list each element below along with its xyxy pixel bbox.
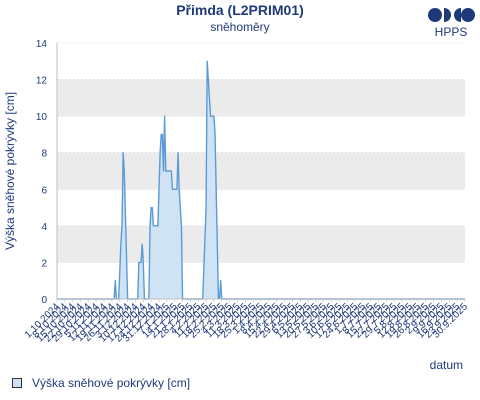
legend-swatch xyxy=(12,378,22,388)
chart-title: Přimda (L2PRIM01) xyxy=(176,2,304,18)
y-tick-label: 12 xyxy=(36,76,48,87)
hpps-logo-icon xyxy=(428,8,475,22)
y-tick-label: 4 xyxy=(41,222,47,233)
y-tick-label: 6 xyxy=(41,185,47,196)
legend: Výška sněhové pokrývky [cm] xyxy=(12,376,190,390)
grid-band xyxy=(57,152,465,190)
chart-subtitle: sněhoměry xyxy=(210,20,270,34)
series-area xyxy=(57,61,465,299)
grid-band xyxy=(57,225,465,263)
grid-band xyxy=(57,79,465,117)
y-tick-label: 8 xyxy=(41,149,47,160)
legend-label: Výška sněhové pokrývky [cm] xyxy=(32,376,191,390)
x-axis-title: datum xyxy=(430,358,463,372)
y-axis-title: Výška sněhové pokrývky [cm] xyxy=(3,92,17,250)
hpps-logo: HPPS xyxy=(426,5,476,41)
y-tick-label: 10 xyxy=(36,112,48,123)
series-line xyxy=(57,60,465,300)
y-tick-label: 14 xyxy=(36,39,48,50)
y-tick-label: 2 xyxy=(41,258,47,269)
y-tick-label: 0 xyxy=(41,295,47,306)
logo-text: HPPS xyxy=(434,25,468,39)
